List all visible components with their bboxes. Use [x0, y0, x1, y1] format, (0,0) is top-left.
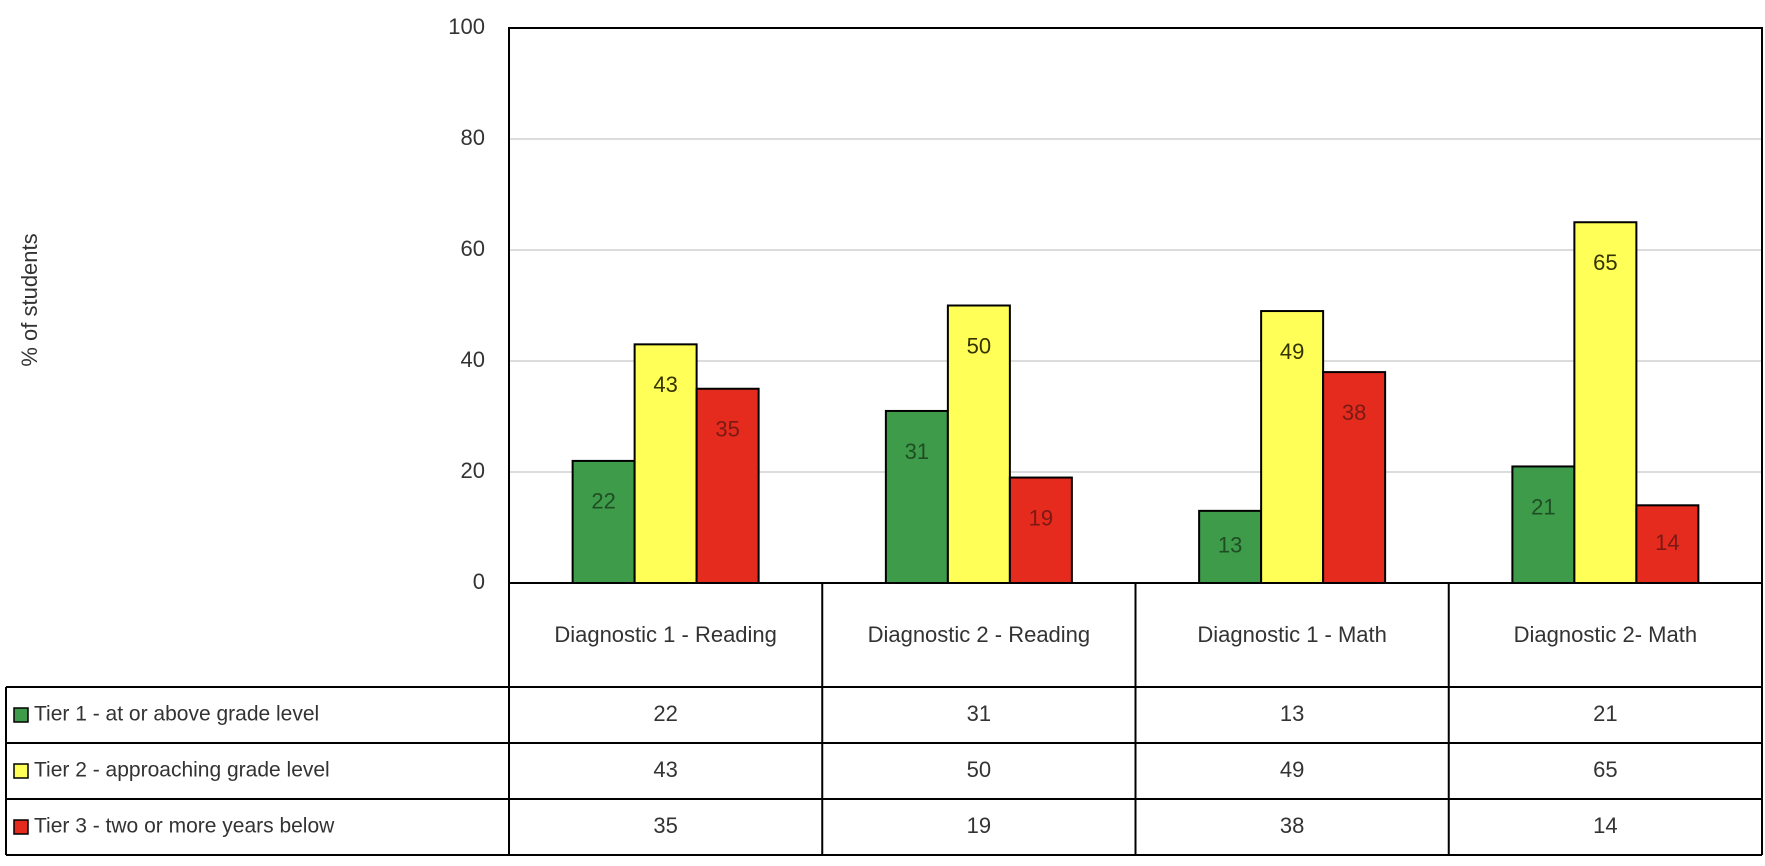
- data-label: 14: [1655, 530, 1679, 555]
- y-tick-label: 20: [461, 458, 485, 483]
- y-tick-label: 0: [473, 569, 485, 594]
- data-table: Diagnostic 1 - Reading Diagnostic 2 - Rea…: [5, 583, 1763, 856]
- table-value: 31: [967, 701, 991, 726]
- table-value: 19: [967, 813, 991, 838]
- category-cell: Diagnostic 1 - Reading: [554, 621, 777, 647]
- data-label: 13: [1218, 533, 1242, 558]
- data-label: 22: [591, 489, 615, 514]
- bar: [1511, 465, 1576, 585]
- table-value: 38: [1280, 813, 1304, 838]
- bar: [1635, 504, 1700, 584]
- table-value: 49: [1280, 757, 1304, 782]
- legend-key: [13, 819, 29, 835]
- data-label: 49: [1280, 339, 1304, 364]
- data-label: 35: [715, 417, 739, 442]
- legend-label: Tier 3 - two or more years below: [34, 815, 335, 838]
- bar: [571, 459, 636, 584]
- bar: [884, 409, 949, 585]
- data-label: 43: [653, 372, 677, 397]
- x-tick-label: Diagnostic 1 - Reading: [554, 621, 777, 647]
- data-label: 19: [1029, 505, 1053, 530]
- y-axis-label: % of students: [17, 233, 42, 366]
- x-tick-label: Diagnostic 2- Math: [1513, 621, 1698, 647]
- data-label: 50: [967, 333, 991, 358]
- y-tick-label: 80: [461, 125, 485, 150]
- x-tick-label: Diagnostic 2 - Reading: [867, 621, 1091, 647]
- table-value: 65: [1593, 757, 1617, 782]
- table-value: 43: [653, 757, 677, 782]
- table-value: 14: [1593, 813, 1617, 838]
- legend-key: [13, 707, 29, 723]
- bar: [1008, 476, 1073, 584]
- table-value: 13: [1280, 701, 1304, 726]
- bar: [1260, 310, 1325, 584]
- bar: [946, 304, 1011, 584]
- category-cell: Diagnostic 2- Math: [1513, 621, 1698, 647]
- data-label: 31: [905, 439, 929, 464]
- table-value: 21: [1593, 701, 1617, 726]
- legend-label: Tier 2 - approaching grade level: [34, 759, 330, 782]
- data-label: 38: [1342, 400, 1366, 425]
- bar: [1198, 509, 1263, 585]
- legend-key: [13, 763, 29, 779]
- x-tick-label: Diagnostic 1 - Math: [1197, 621, 1387, 647]
- category-cell: Diagnostic 2 - Reading: [867, 621, 1091, 647]
- y-tick-label: 100: [448, 14, 485, 39]
- category-cell: Diagnostic 1 - Math: [1197, 621, 1387, 647]
- table-value: 35: [653, 813, 677, 838]
- bar: [1322, 371, 1387, 584]
- y-tick-label: 40: [461, 347, 485, 372]
- bar: [633, 343, 698, 584]
- y-tick-label: 60: [461, 236, 485, 261]
- data-label: 21: [1531, 494, 1555, 519]
- table-value: 22: [653, 701, 677, 726]
- bar: [695, 387, 760, 584]
- bar: [1573, 221, 1638, 584]
- data-label: 65: [1593, 250, 1617, 275]
- legend-label: Tier 1 - at or above grade level: [34, 703, 319, 726]
- table-value: 50: [967, 757, 991, 782]
